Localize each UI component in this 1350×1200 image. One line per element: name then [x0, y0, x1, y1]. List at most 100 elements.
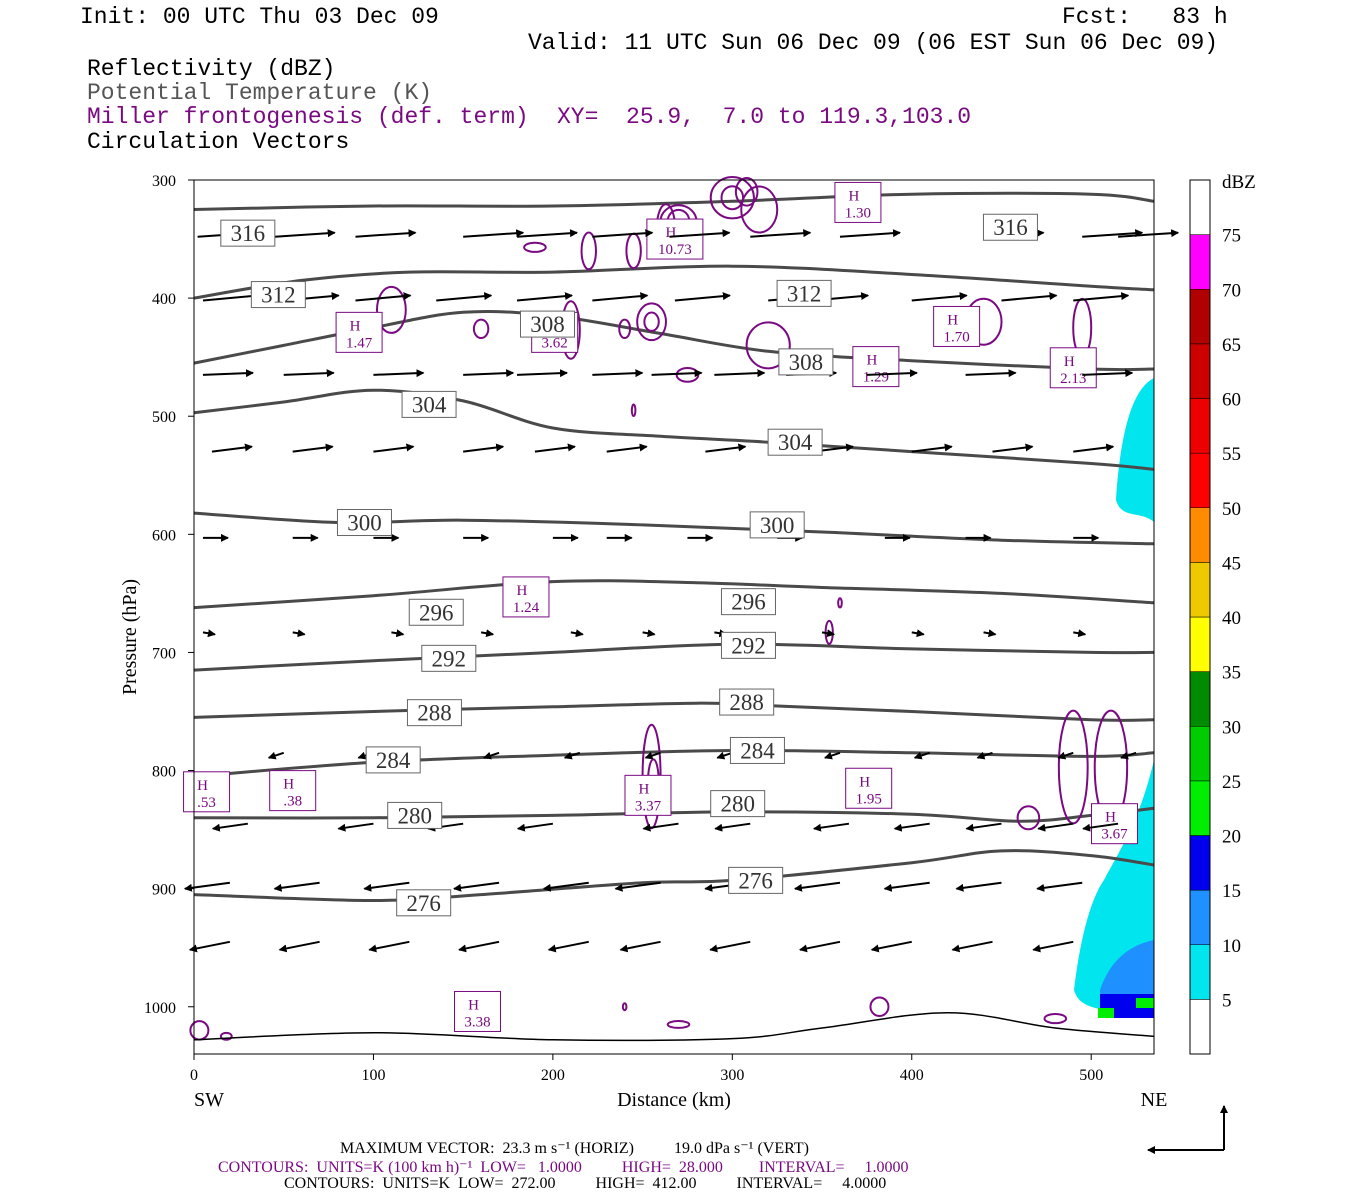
circulation-vector-28 [516, 369, 568, 378]
circulation-vector-8 [839, 229, 901, 238]
circulation-vector-103 [278, 940, 320, 953]
theta-label-box-312-0 [250, 281, 306, 309]
circulation-vector-59 [292, 629, 306, 638]
frontogenesis-max-box-10 [624, 774, 672, 816]
frontogenesis-contour-3 [709, 176, 755, 220]
theta-label-box-296-1 [720, 588, 776, 616]
frontogenesis-max-value-12: 3.67 [1101, 827, 1128, 843]
x-end-label-sw: SW [194, 1089, 224, 1111]
theta-label-box-292-0 [421, 644, 477, 672]
colorbar-label-25: 25 [1222, 772, 1241, 793]
frontogenesis-max-symbol-6: H [1064, 354, 1075, 370]
colorbar-segment-5 [1189, 944, 1211, 1000]
theta-contour-312 [193, 264, 1155, 300]
circulation-vector-14 [355, 292, 412, 302]
circulation-vector-72 [563, 751, 581, 760]
circulation-vector-100 [955, 881, 1002, 892]
init-time: Init: 00 UTC Thu 03 Dec 09 [80, 4, 439, 30]
frontogenesis-max-symbol-10: H [639, 781, 650, 797]
theta-label-304-1: 304 [778, 430, 813, 455]
circulation-vector-24 [202, 369, 254, 378]
theta-label-284-0: 284 [376, 748, 411, 773]
theta-label-292-1: 292 [731, 633, 766, 658]
circulation-vector-109 [799, 940, 841, 953]
theta-label-308-1: 308 [789, 350, 824, 375]
frontogenesis-max-value-8: .53 [197, 795, 216, 811]
circulation-vector-80 [211, 822, 248, 832]
colorbar-label-60: 60 [1222, 390, 1241, 411]
theta-label-box-284-1 [729, 736, 785, 764]
circulation-vector-10 [1082, 229, 1144, 238]
theta-label-box-296-0 [408, 598, 464, 626]
circulation-vector-76 [913, 751, 931, 760]
circulation-vector-71 [483, 751, 500, 760]
theta-label-300-0: 300 [347, 511, 382, 536]
y-tick-label-600: 600 [152, 527, 176, 544]
theta-label-box-288-1 [719, 688, 775, 716]
colorbar-segment-60 [1189, 343, 1211, 399]
circulation-vector-105 [458, 940, 500, 953]
circulation-vector-31 [714, 369, 766, 378]
reflectivity-area-upper [1116, 378, 1154, 522]
colorbar-segment-above [1189, 179, 1211, 235]
circulation-vector-46 [1073, 443, 1115, 453]
circulation-vector-35 [1082, 369, 1134, 378]
theta-label-288-1: 288 [729, 690, 764, 715]
theta-label-280-1: 280 [720, 792, 755, 817]
circulation-vector-17 [592, 292, 649, 302]
colorbar-segment-35 [1189, 616, 1211, 672]
circulation-vector-86 [812, 822, 850, 832]
y-tick-label-400: 400 [152, 291, 176, 308]
circulation-vector-91 [183, 881, 231, 892]
colorbar-label-40: 40 [1222, 608, 1241, 629]
reference-vector [1147, 1105, 1228, 1154]
x-tick-label-100: 100 [361, 1067, 385, 1084]
frontogenesis-max-box-8 [183, 771, 231, 813]
circulation-vector-63 [642, 629, 656, 638]
theta-contour-316 [193, 191, 1155, 211]
circulation-vector-2 [355, 229, 417, 238]
circulation-vector-37 [292, 443, 334, 453]
colorbar-segment-50 [1189, 452, 1211, 508]
reflectivity-shading [1074, 378, 1154, 1018]
theta-label-box-316-1 [982, 213, 1038, 241]
x-end-label-ne: NE [1141, 1089, 1168, 1111]
frontogenesis-contour-6 [740, 185, 779, 234]
circulation-vector-41 [606, 443, 648, 453]
circulation-vector-93 [363, 881, 410, 892]
theta-contour-292 [193, 642, 1155, 672]
frontogenesis-max-box-0 [646, 218, 704, 260]
circulation-vector-90 [1082, 822, 1119, 832]
y-tick-label-500: 500 [152, 409, 176, 426]
frontogenesis-contour-21 [837, 597, 843, 609]
frontogenesis-max-box-7 [502, 576, 550, 618]
frontogenesis-contour-33 [1043, 1012, 1068, 1025]
cross-section-endpoints: XY= 25.9, 7.0 to 119.3,103.0 [557, 104, 972, 130]
frontogenesis-max-symbol-12: H [1105, 810, 1116, 826]
theta-contour-296 [193, 579, 1155, 610]
frontogenesis-max-box-4 [933, 305, 981, 347]
theta-label-box-304-0 [401, 390, 457, 418]
field-theta: Potential Temperature (K) [87, 80, 433, 106]
theta-contour-284 [193, 748, 1155, 778]
circulation-vector-96 [614, 881, 661, 892]
frontogenesis-max-box-1 [834, 181, 882, 223]
colorbar-label-15: 15 [1222, 881, 1241, 902]
theta-contour-304 [193, 388, 1155, 471]
y-tick-label-800: 800 [152, 764, 176, 781]
frontogenesis-contour-8 [580, 231, 597, 271]
circulation-vector-21 [911, 292, 968, 302]
frontogenesis-contour-29 [621, 1002, 628, 1012]
frontogenesis-max-box-13 [454, 990, 502, 1032]
colorbar-label-55: 55 [1222, 444, 1241, 465]
frontogenesis-contour-16 [675, 366, 700, 383]
theta-label-box-280-0 [387, 801, 443, 829]
frontogenesis-contour-5 [734, 177, 759, 207]
circulation-vector-4 [516, 229, 578, 238]
circulation-vector-85 [714, 822, 751, 832]
circulation-vector-38 [373, 443, 415, 453]
circulation-vectors [183, 229, 1180, 1042]
frontogenesis-max-symbol-0: H [665, 225, 676, 241]
circulation-vector-65 [821, 629, 836, 638]
frontogenesis-max-value-2: 1.47 [346, 335, 373, 351]
